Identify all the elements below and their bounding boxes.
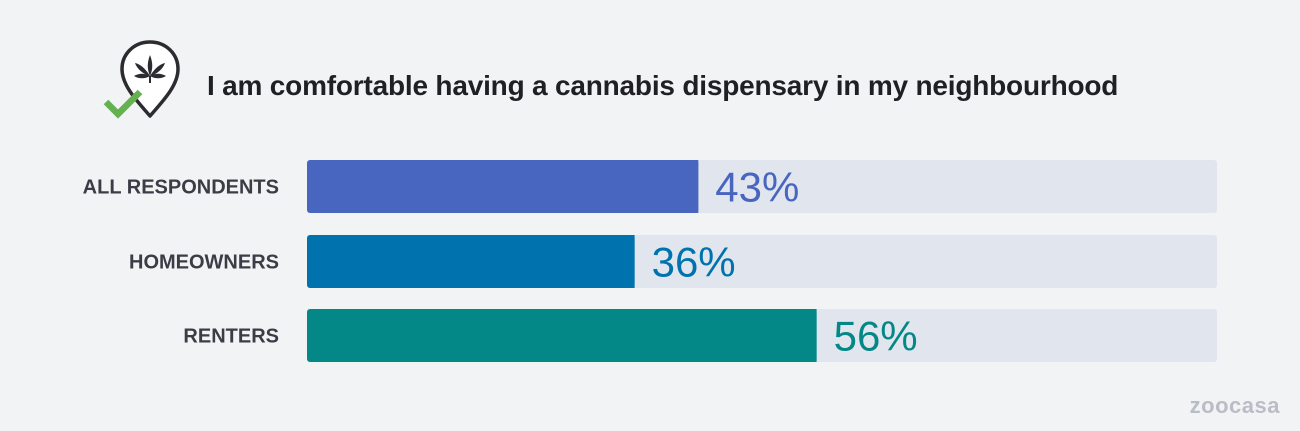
category-label-all-respondents: ALL RESPONDENTS (83, 177, 279, 199)
value-label-homeowners: 36% (652, 239, 736, 286)
bar-renters (307, 309, 817, 362)
bar-homeowners (307, 235, 635, 288)
category-label-renters: RENTERS (183, 326, 279, 348)
category-label-homeowners: HOMEOWNERS (129, 252, 279, 274)
cannabis-location-check-icon (100, 36, 190, 126)
chart-header: I am comfortable having a cannabis dispe… (0, 0, 1300, 140)
bar-end-renters (812, 309, 817, 362)
bar-all-respondents (307, 160, 699, 213)
chart-title: I am comfortable having a cannabis dispe… (207, 70, 1119, 101)
value-label-all-respondents: 43% (715, 164, 799, 211)
zoocasa-logo: zoocasa (1189, 393, 1280, 418)
bar-end-all-respondents (694, 160, 699, 213)
bar-end-homeowners (630, 235, 635, 288)
value-label-renters: 56% (834, 313, 918, 360)
